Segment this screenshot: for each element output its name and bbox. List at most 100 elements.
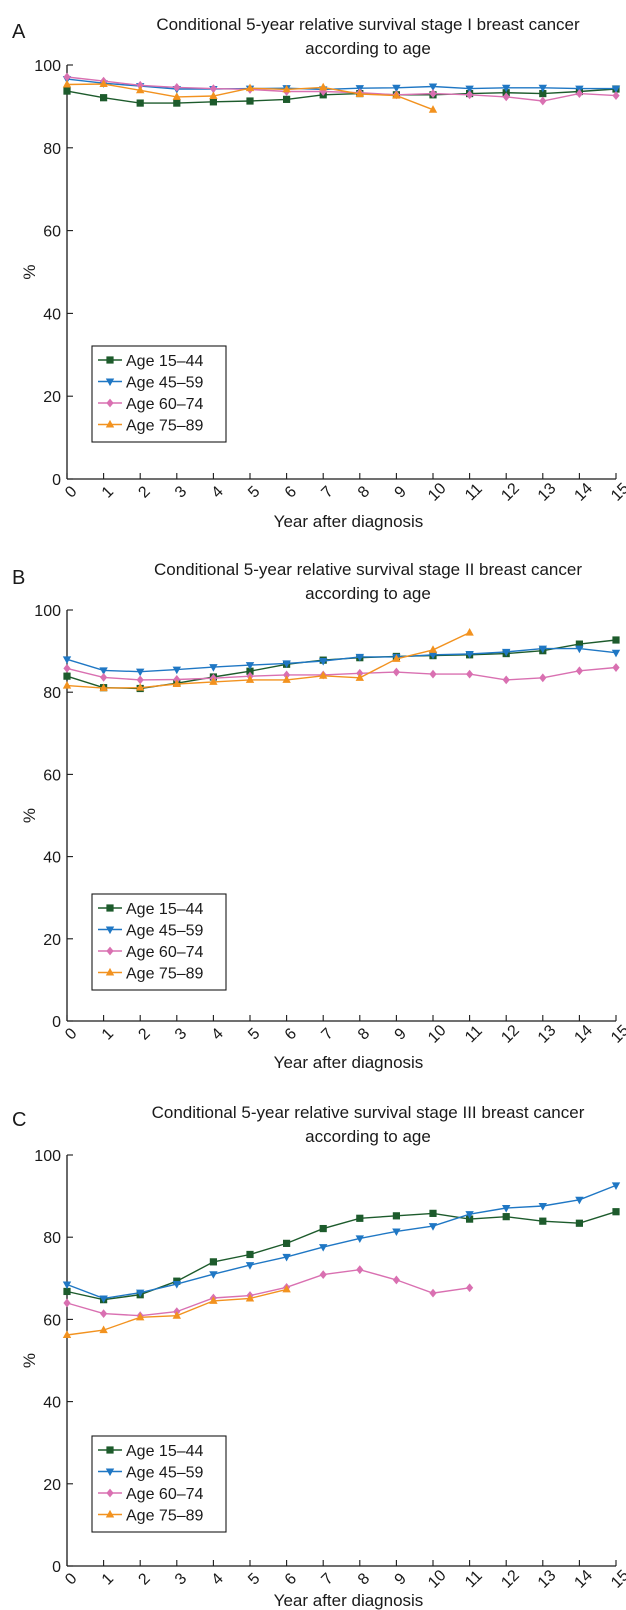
data-point: [319, 82, 328, 91]
data-point: [136, 1289, 145, 1298]
legend-label: Age 75–89: [126, 418, 204, 435]
data-point: [172, 92, 181, 100]
data-point: [465, 1211, 474, 1219]
data-point: [63, 72, 71, 82]
data-point: [99, 667, 108, 676]
data-point: [209, 91, 218, 100]
legend-marker: [105, 1509, 115, 1518]
data-point: [612, 91, 620, 101]
x-tick-label: 0: [62, 483, 80, 501]
data-point: [502, 648, 511, 657]
series-3: [62, 79, 438, 113]
data-point: [319, 657, 328, 666]
data-point: [428, 651, 438, 660]
data-point: [428, 105, 438, 113]
legend-marker: [105, 1468, 115, 1477]
data-point: [355, 673, 364, 681]
data-point: [319, 1224, 327, 1233]
data-point: [99, 1325, 108, 1334]
x-tick-label: 5: [245, 1570, 263, 1588]
data-point: [136, 683, 145, 691]
legend-box: [91, 1435, 227, 1533]
x-tick-label: 1: [99, 1570, 117, 1588]
data-point: [538, 1202, 547, 1211]
data-point: [466, 1283, 474, 1293]
data-point: [283, 670, 291, 680]
x-tick-label: 0: [62, 1025, 80, 1043]
x-tick-label: 8: [355, 1025, 373, 1043]
x-tick-label: 12: [498, 1567, 523, 1592]
data-point: [62, 1281, 72, 1290]
data-point: [319, 671, 328, 679]
series-2: [63, 663, 620, 685]
data-point: [99, 1295, 108, 1304]
data-point: [100, 94, 108, 102]
data-point: [575, 640, 583, 648]
data-point: [63, 1287, 71, 1296]
x-tick-label: 10: [425, 1022, 450, 1047]
data-point: [539, 96, 547, 106]
legend-label: Age 15–44: [126, 901, 204, 918]
data-point: [172, 679, 181, 687]
data-point: [136, 1312, 145, 1321]
data-point: [429, 1209, 437, 1217]
x-tick-label: 3: [172, 483, 190, 501]
chart-title-line: Conditional 5-year relative survival sta…: [152, 1103, 585, 1122]
x-tick-label: 12: [498, 1022, 523, 1047]
legend-marker: [106, 946, 114, 956]
data-point: [172, 1281, 181, 1289]
series-0: [63, 636, 620, 693]
legend-label: Age 60–74: [126, 396, 204, 413]
legend-marker: [106, 356, 114, 364]
y-tick-label: 80: [43, 685, 61, 702]
panel-letter: A: [12, 21, 26, 43]
data-point: [136, 99, 144, 107]
data-point: [99, 79, 108, 88]
x-tick-label: 2: [135, 1025, 153, 1043]
y-tick-label: 0: [52, 1014, 61, 1031]
data-point: [429, 669, 437, 679]
data-point: [429, 89, 437, 98]
legend-marker: [106, 904, 114, 912]
x-tick-label: 10: [425, 480, 450, 505]
data-point: [466, 90, 474, 100]
x-tick-label: 7: [318, 1570, 336, 1588]
series-1: [62, 1182, 621, 1304]
x-axis-label: Year after diagnosis: [274, 1053, 424, 1072]
data-point: [539, 1217, 547, 1225]
data-point: [246, 97, 254, 105]
data-point: [319, 1270, 327, 1280]
data-point: [575, 89, 583, 98]
data-point: [62, 79, 72, 88]
x-tick-label: 14: [571, 1022, 596, 1047]
data-point: [209, 84, 217, 93]
x-tick-label: 6: [282, 483, 300, 501]
series-line: [66, 1211, 617, 1301]
x-tick-label: 6: [282, 1570, 300, 1588]
chart-panel-a: A Conditional 5-year relative survival st…: [12, 15, 626, 531]
x-tick-label: 6: [282, 1025, 300, 1043]
legend-marker: [105, 926, 115, 935]
x-tick-label: 15: [608, 1022, 626, 1047]
x-tick-label: 2: [135, 1570, 153, 1588]
data-point: [245, 83, 255, 92]
y-tick-label: 80: [43, 141, 61, 158]
data-point: [283, 1239, 291, 1247]
data-point: [245, 1293, 255, 1302]
series-0: [63, 1208, 620, 1304]
data-point: [136, 80, 144, 90]
data-point: [392, 1212, 400, 1220]
data-point: [136, 85, 145, 94]
chart-panel-c: C Conditional 5-year relative survival st…: [12, 1103, 626, 1610]
series-line: [66, 666, 617, 681]
data-point: [245, 662, 255, 670]
data-point: [355, 1235, 364, 1244]
x-tick-label: 4: [209, 483, 227, 501]
y-tick-label: 20: [43, 932, 61, 949]
legend-box: [91, 893, 227, 991]
legend-box: [91, 345, 227, 443]
data-point: [282, 84, 291, 93]
legend-label: Age 45–59: [126, 1465, 204, 1482]
y-axis-label: %: [20, 264, 39, 279]
data-point: [502, 1213, 510, 1221]
